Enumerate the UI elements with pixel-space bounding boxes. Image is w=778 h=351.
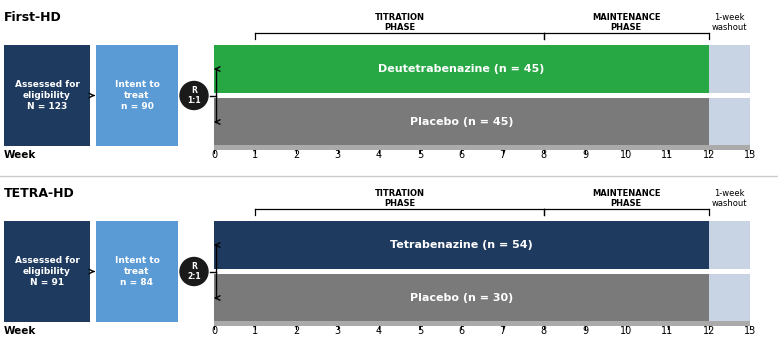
FancyBboxPatch shape: [709, 45, 750, 93]
Text: 2: 2: [293, 150, 300, 160]
FancyBboxPatch shape: [96, 45, 178, 146]
Text: Week: Week: [4, 326, 37, 336]
FancyBboxPatch shape: [214, 321, 750, 326]
Text: 7: 7: [499, 150, 506, 160]
Text: 1-week
washout: 1-week washout: [712, 13, 747, 32]
Text: 11: 11: [661, 326, 674, 336]
Text: 0: 0: [211, 150, 217, 160]
Text: Intent to
treat
n = 90: Intent to treat n = 90: [114, 80, 159, 111]
FancyBboxPatch shape: [4, 221, 90, 322]
FancyBboxPatch shape: [214, 145, 750, 150]
Text: 5: 5: [417, 326, 423, 336]
Text: 12: 12: [703, 326, 715, 336]
Text: 8: 8: [541, 326, 547, 336]
FancyBboxPatch shape: [709, 274, 750, 322]
Text: 6: 6: [458, 326, 464, 336]
Text: First-HD: First-HD: [4, 11, 61, 24]
Text: 9: 9: [582, 326, 588, 336]
FancyBboxPatch shape: [96, 221, 178, 322]
Text: 2: 2: [293, 326, 300, 336]
Text: 4: 4: [376, 326, 382, 336]
Circle shape: [180, 81, 208, 110]
Text: 1-week
washout: 1-week washout: [712, 188, 747, 208]
Text: 13: 13: [744, 150, 756, 160]
Text: 1: 1: [252, 326, 258, 336]
Text: R
1:1: R 1:1: [187, 86, 201, 105]
Text: Tetrabenazine (n = 54): Tetrabenazine (n = 54): [390, 240, 533, 250]
Text: Week: Week: [4, 150, 37, 160]
Text: R
2:1: R 2:1: [187, 262, 201, 281]
FancyBboxPatch shape: [214, 274, 709, 322]
Text: TETRA-HD: TETRA-HD: [4, 187, 75, 200]
Text: 3: 3: [335, 326, 341, 336]
Text: 12: 12: [703, 150, 715, 160]
Text: 9: 9: [582, 150, 588, 160]
Text: 5: 5: [417, 150, 423, 160]
Text: 3: 3: [335, 150, 341, 160]
Text: 13: 13: [744, 326, 756, 336]
Text: Placebo (n = 30): Placebo (n = 30): [410, 293, 513, 303]
Text: Assessed for
eligibility
N = 123: Assessed for eligibility N = 123: [15, 80, 79, 111]
Text: 1: 1: [252, 150, 258, 160]
FancyBboxPatch shape: [214, 45, 709, 93]
FancyBboxPatch shape: [4, 45, 90, 146]
Text: Deutetrabenazine (n = 45): Deutetrabenazine (n = 45): [378, 64, 545, 74]
Text: 11: 11: [661, 150, 674, 160]
Text: 10: 10: [620, 326, 633, 336]
Text: 10: 10: [620, 150, 633, 160]
Circle shape: [180, 258, 208, 285]
FancyBboxPatch shape: [709, 221, 750, 269]
Text: 0: 0: [211, 326, 217, 336]
Text: 8: 8: [541, 150, 547, 160]
Text: MAINTENANCE
PHASE: MAINTENANCE PHASE: [592, 13, 661, 32]
Text: Placebo (n = 45): Placebo (n = 45): [410, 117, 513, 127]
FancyBboxPatch shape: [214, 98, 709, 146]
Text: Intent to
treat
n = 84: Intent to treat n = 84: [114, 256, 159, 287]
FancyBboxPatch shape: [709, 98, 750, 146]
FancyBboxPatch shape: [214, 221, 709, 269]
Text: Assessed for
eligibility
N = 91: Assessed for eligibility N = 91: [15, 256, 79, 287]
Text: TITRATION
PHASE: TITRATION PHASE: [374, 13, 425, 32]
Text: TITRATION
PHASE: TITRATION PHASE: [374, 188, 425, 208]
Text: 4: 4: [376, 150, 382, 160]
Text: 7: 7: [499, 326, 506, 336]
Text: 6: 6: [458, 150, 464, 160]
Text: MAINTENANCE
PHASE: MAINTENANCE PHASE: [592, 188, 661, 208]
